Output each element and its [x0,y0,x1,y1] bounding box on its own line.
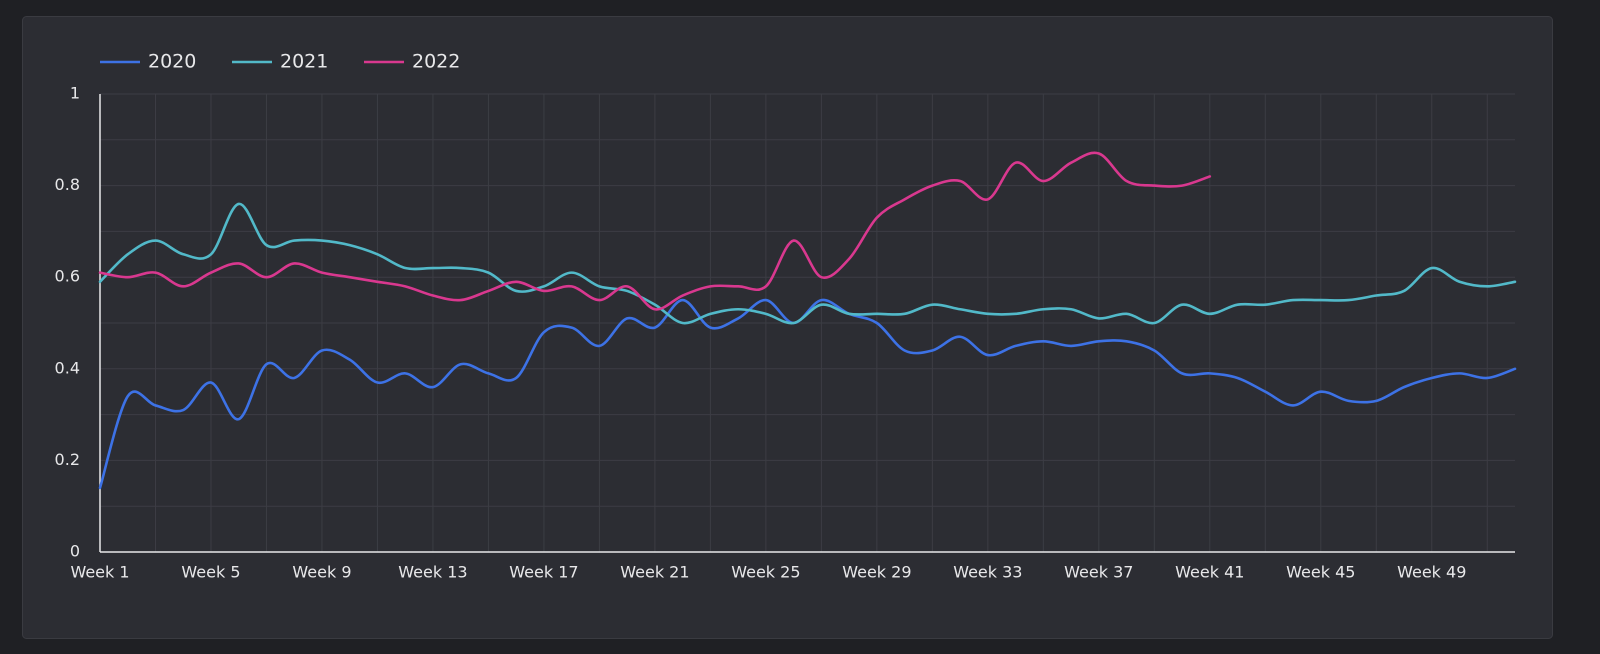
x-tick-label: Week 13 [398,563,467,582]
x-tick-label: Week 5 [181,563,240,582]
series-line [98,151,1212,311]
x-tick-label: Week 17 [509,563,578,582]
legend-label: 2020 [148,51,196,73]
y-tick-label: 0.2 [55,450,80,469]
x-tick-label: Week 33 [953,563,1022,582]
y-tick-label: 0.8 [55,175,80,194]
chart-card [22,16,1553,639]
x-tick-label: Week 37 [1064,563,1133,582]
x-tick-label: Week 25 [731,563,800,582]
x-tick-label: Week 21 [620,563,689,582]
y-tick-label: 0 [70,542,80,561]
legend-label: 2022 [412,51,460,73]
x-tick-label: Week 45 [1286,563,1355,582]
legend-label: 2021 [280,51,328,73]
x-tick-label: Week 49 [1397,563,1466,582]
y-tick-label: 0.6 [55,267,80,286]
y-tick-label: 1 [70,84,80,103]
x-tick-label: Week 29 [842,563,911,582]
x-tick-label: Week 41 [1175,563,1244,582]
x-tick-label: Week 1 [70,563,129,582]
x-tick-label: Week 9 [292,563,351,582]
y-tick-label: 0.4 [55,358,80,377]
series-line [98,202,1517,325]
